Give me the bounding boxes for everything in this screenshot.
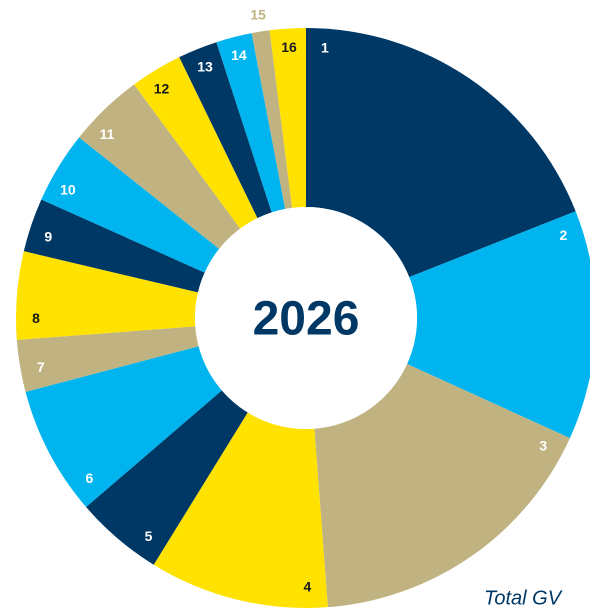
slice-label: 12 [154,81,170,97]
donut [15,28,590,608]
slice [306,28,576,278]
slice-label: 15 [250,6,266,22]
slice [179,42,272,219]
slice [314,363,570,608]
slice [407,211,590,439]
slice-label: 6 [86,470,94,486]
note: Total GV [484,587,563,609]
slice-label: 5 [145,528,153,544]
slice [16,326,199,392]
slice [23,199,205,293]
slice [79,84,241,249]
slice [251,30,293,209]
slice-label: 14 [231,47,247,63]
slice-label: 9 [44,228,52,244]
slice [153,412,328,608]
donut-hole [195,207,417,429]
slice-label: 16 [281,39,297,55]
slice [41,137,220,273]
slice [86,390,248,565]
center-label: 2026 [253,293,360,346]
slice [25,346,222,508]
slice-label: 4 [304,579,312,595]
slice [15,251,198,340]
slice [269,28,306,208]
slice-label: 7 [37,359,45,375]
slice-label: 2 [559,227,567,243]
slice-label: 8 [32,310,40,326]
slice-label: 10 [60,181,76,197]
slice-label: 13 [197,58,213,74]
slice [216,33,286,213]
slice-label: 1 [321,39,329,55]
slice [134,57,258,229]
slice-label: 3 [539,437,547,453]
slice-label: 11 [100,126,115,142]
